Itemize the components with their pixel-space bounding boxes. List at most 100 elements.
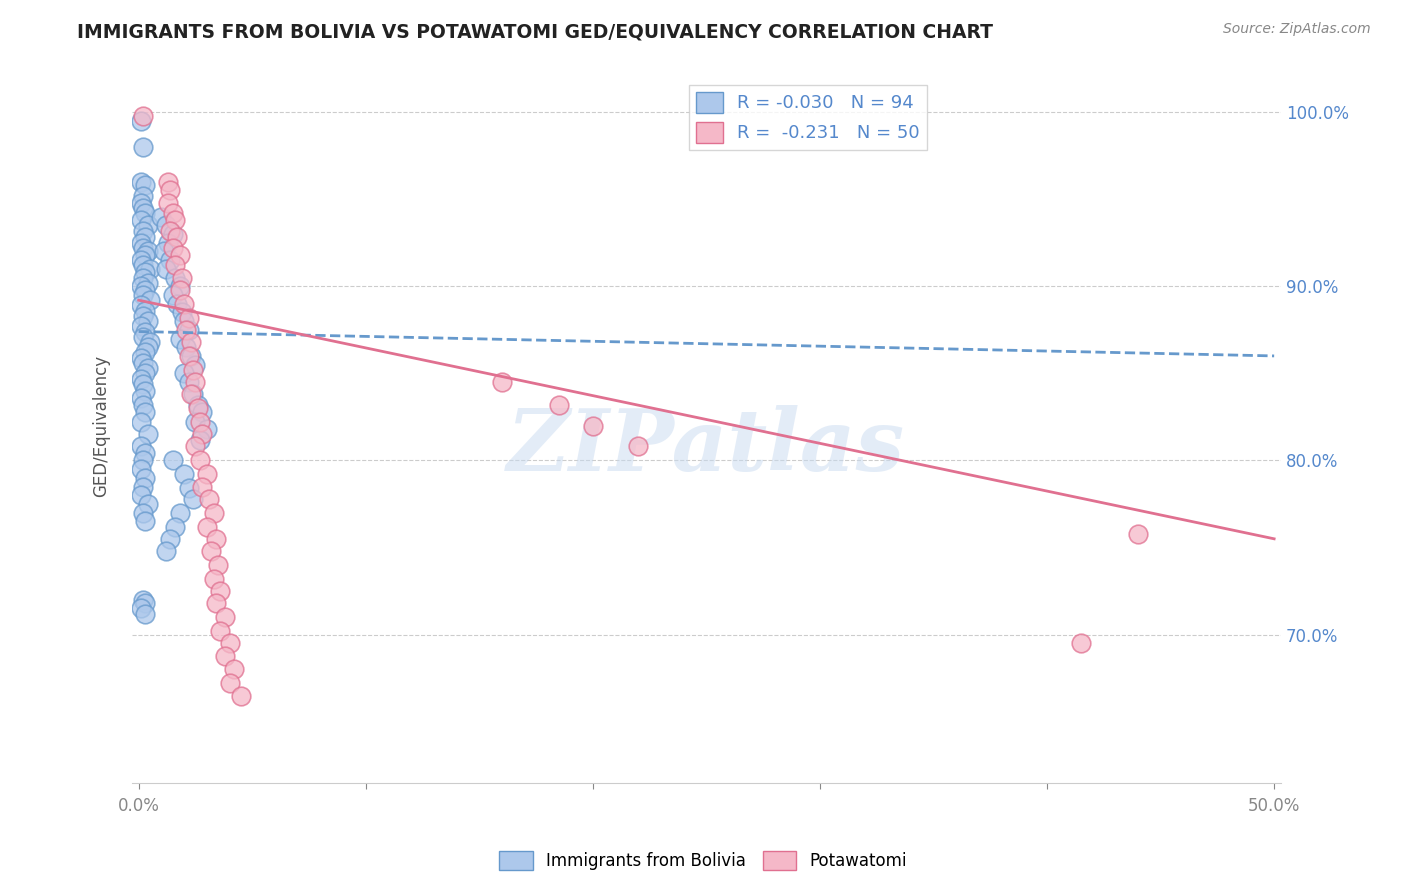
Point [191, 479, 214, 493]
Point [202, 572, 225, 586]
Point [177, 349, 200, 363]
Point [136, 219, 159, 233]
Point [155, 544, 177, 558]
Point [177, 481, 200, 495]
Point [195, 519, 218, 533]
Text: Source: ZipAtlas.com: Source: ZipAtlas.com [1223, 22, 1371, 37]
Point [150, 210, 173, 224]
Point [177, 323, 200, 337]
Point [129, 371, 152, 385]
Point [136, 244, 159, 259]
Point [129, 279, 152, 293]
Point [139, 293, 162, 308]
Point [184, 358, 207, 372]
Point [129, 113, 152, 128]
Point [202, 506, 225, 520]
Point [134, 607, 156, 621]
Point [162, 206, 184, 220]
Point [134, 230, 156, 244]
Point [173, 367, 195, 381]
Point [159, 184, 181, 198]
Point [132, 241, 155, 255]
Point [129, 235, 152, 250]
Point [136, 497, 159, 511]
Point [198, 491, 221, 506]
Point [134, 446, 156, 460]
Point [139, 334, 162, 349]
Point [134, 515, 156, 529]
Point [173, 314, 195, 328]
Point [176, 323, 198, 337]
Point [184, 440, 207, 454]
Point [173, 296, 195, 310]
Point [184, 375, 207, 389]
Point [129, 319, 152, 334]
Point [163, 213, 186, 227]
Point [169, 331, 191, 345]
Point [209, 624, 232, 639]
Point [129, 195, 152, 210]
Point [181, 491, 204, 506]
Point [166, 296, 188, 310]
Point [134, 325, 156, 339]
Point [132, 376, 155, 391]
Point [1070, 636, 1092, 650]
Point [129, 440, 152, 454]
Point [188, 453, 211, 467]
Point [200, 544, 222, 558]
Point [191, 427, 214, 442]
Point [134, 283, 156, 297]
Point [180, 334, 202, 349]
Y-axis label: GED/Equivalency: GED/Equivalency [93, 354, 110, 497]
Point [162, 288, 184, 302]
Point [132, 330, 155, 344]
Point [218, 636, 240, 650]
Point [132, 479, 155, 493]
Point [163, 519, 186, 533]
Point [132, 592, 155, 607]
Point [491, 375, 513, 389]
Point [209, 584, 232, 599]
Point [157, 235, 180, 250]
Point [129, 462, 152, 476]
Point [181, 387, 204, 401]
Point [218, 676, 240, 690]
Point [132, 223, 155, 237]
Point [136, 427, 159, 442]
Point [627, 440, 650, 454]
Point [129, 488, 152, 502]
Point [162, 227, 184, 241]
Point [134, 248, 156, 262]
Point [187, 401, 209, 416]
Point [132, 188, 155, 202]
Point [129, 175, 152, 189]
Point [229, 689, 252, 703]
Point [181, 363, 204, 377]
Point [159, 253, 181, 268]
Point [152, 244, 174, 259]
Point [132, 288, 155, 302]
Point [132, 258, 155, 272]
Point [184, 415, 207, 429]
Point [173, 467, 195, 482]
Point [169, 248, 191, 262]
Point [129, 298, 152, 312]
Point [157, 195, 180, 210]
Point [155, 219, 177, 233]
Point [177, 375, 200, 389]
Point [136, 361, 159, 376]
Point [176, 340, 198, 354]
Point [180, 349, 202, 363]
Point [166, 230, 188, 244]
Point [188, 433, 211, 447]
Point [547, 398, 569, 412]
Point [136, 314, 159, 328]
Legend: R = -0.030   N = 94, R =  -0.231   N = 50: R = -0.030 N = 94, R = -0.231 N = 50 [689, 85, 927, 150]
Point [129, 415, 152, 429]
Point [134, 206, 156, 220]
Point [129, 351, 152, 365]
Point [132, 356, 155, 370]
Point [132, 140, 155, 154]
Point [170, 270, 193, 285]
Point [134, 367, 156, 381]
